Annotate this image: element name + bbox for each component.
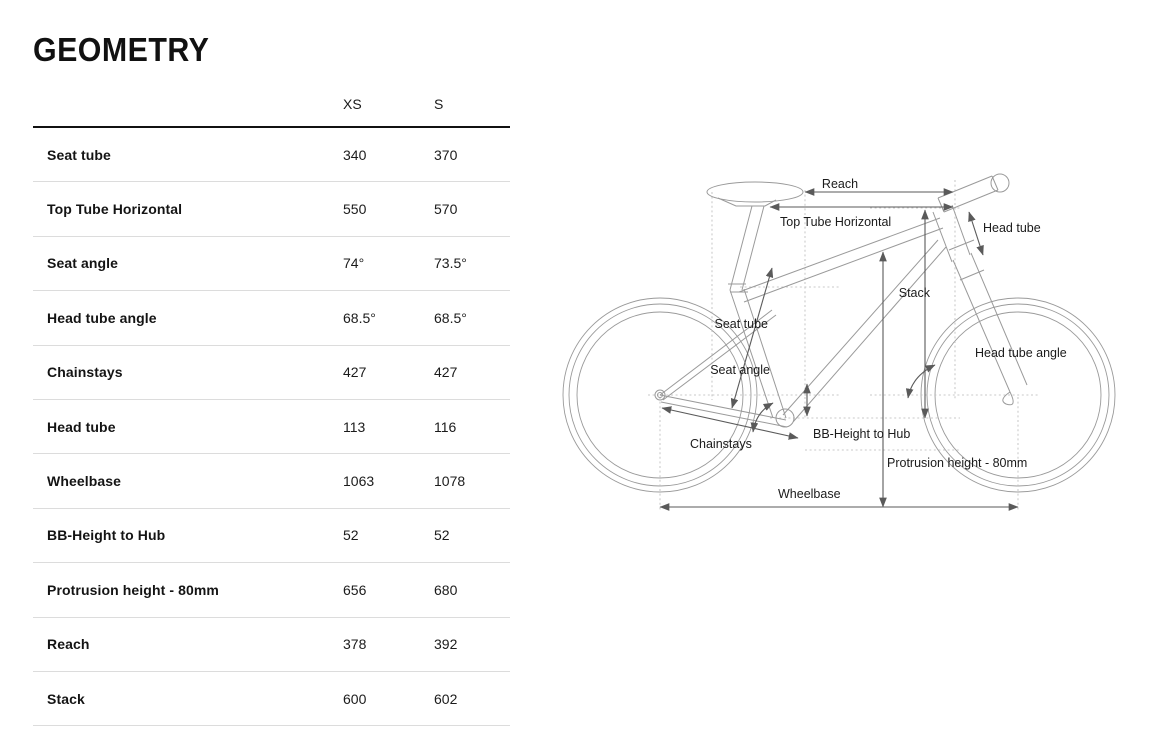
row-value-s: 570 <box>434 201 458 218</box>
row-value-s: 68.5° <box>434 309 467 326</box>
table-row: Protrusion height - 80mm 656 680 <box>33 563 510 618</box>
saddle-underside <box>717 197 777 207</box>
row-value-xs: 113 <box>343 418 366 435</box>
table-row: Reach 378 392 <box>33 617 510 672</box>
arrow-chainstays <box>661 406 799 440</box>
table-header-row: XS S <box>33 86 510 127</box>
table-row: Chainstays 427 427 <box>33 345 510 400</box>
label-head-tube: Head tube <box>983 221 1041 235</box>
row-label-top-tube-horizontal: Top Tube Horizontal <box>47 201 183 218</box>
row-label-reach: Reach <box>47 636 90 653</box>
column-header-s: S <box>434 96 444 112</box>
row-value-xs: 550 <box>343 201 367 218</box>
row-value-s: 1078 <box>434 473 466 490</box>
table-body: Seat tube 340 370 Top Tube Horizontal 55… <box>33 127 510 726</box>
row-label-wheelbase: Wheelbase <box>47 473 122 490</box>
rear-dropout <box>654 389 666 401</box>
row-value-s: 392 <box>434 636 458 653</box>
label-protrusion-height: Protrusion height - 80mm <box>887 456 1027 470</box>
row-label-seat-angle: Seat angle <box>47 255 119 272</box>
row-value-xs: 68.5° <box>343 309 376 326</box>
table-row: Head tube angle 68.5° 68.5° <box>33 291 510 346</box>
row-label-seat-tube: Seat tube <box>47 146 111 163</box>
row-label-head-tube: Head tube <box>47 418 116 435</box>
row-value-s: 680 <box>434 581 458 598</box>
row-label-stack: Stack <box>47 690 85 707</box>
table-header: XS S <box>33 86 510 127</box>
row-value-xs: 52 <box>343 527 359 544</box>
table-row: Wheelbase 1063 1078 <box>33 454 510 509</box>
table-row: Top Tube Horizontal 550 570 <box>33 182 510 237</box>
head-tube <box>932 204 971 263</box>
label-wheelbase: Wheelbase <box>778 487 841 501</box>
label-seat-angle: Seat angle <box>710 363 770 377</box>
row-value-s: 427 <box>434 364 458 381</box>
row-value-xs: 656 <box>343 581 367 598</box>
table-row: Seat tube 340 370 <box>33 127 510 182</box>
label-head-tube-angle: Head tube angle <box>975 346 1067 360</box>
fork <box>952 252 1028 393</box>
rear-hub <box>657 392 663 398</box>
bicycle-geometry-diagram: Reach Top Tube Horizontal Head tube Stac… <box>540 150 1160 530</box>
table-row: BB-Height to Hub 52 52 <box>33 508 510 563</box>
label-seat-tube: Seat tube <box>714 317 768 331</box>
saddle <box>706 181 804 203</box>
table-row: Seat angle 74° 73.5° <box>33 236 510 291</box>
geometry-table: XS S Seat tube 340 370 Top Tube Horizont… <box>33 86 510 726</box>
row-value-xs: 600 <box>343 690 367 707</box>
arrow-head-tube <box>968 211 984 256</box>
row-value-xs: 427 <box>343 364 367 381</box>
row-label-chainstays: Chainstays <box>47 364 123 381</box>
row-value-xs: 1063 <box>343 473 375 490</box>
row-value-s: 370 <box>434 146 458 163</box>
column-header-measure <box>33 86 343 127</box>
row-value-xs: 74° <box>343 255 365 272</box>
row-label-bb-height-to-hub: BB-Height to Hub <box>47 527 166 544</box>
row-value-xs: 340 <box>343 146 367 163</box>
label-chainstays: Chainstays <box>690 437 752 451</box>
row-value-s: 116 <box>434 418 457 435</box>
seat-tube <box>729 288 787 419</box>
chainstay <box>659 394 788 428</box>
table-row: Stack 600 602 <box>33 671 510 726</box>
label-top-tube-horizontal: Top Tube Horizontal <box>780 215 891 229</box>
row-value-xs: 378 <box>343 636 367 653</box>
label-reach: Reach <box>822 177 858 191</box>
row-value-s: 602 <box>434 690 458 707</box>
column-header-xs: XS <box>343 96 362 112</box>
seatpost <box>729 205 765 291</box>
row-value-s: 52 <box>434 527 450 544</box>
diagram-labels: Reach Top Tube Horizontal Head tube Stac… <box>690 177 1067 501</box>
handlebar-clamp <box>990 173 1010 193</box>
arrow-head-tube-angle <box>905 364 936 399</box>
label-stack: Stack <box>899 286 931 300</box>
frame-group <box>654 173 1028 428</box>
arrow-seat-tube <box>730 267 774 409</box>
table-row: Head tube 113 116 <box>33 399 510 454</box>
dimension-arrows <box>659 188 1019 511</box>
fork-dropout <box>1002 391 1014 406</box>
row-value-s: 73.5° <box>434 255 467 272</box>
page-title: GEOMETRY <box>33 31 210 68</box>
label-bb-height-to-hub: BB-Height to Hub <box>813 427 910 441</box>
row-label-head-tube-angle: Head tube angle <box>47 309 157 326</box>
row-label-protrusion-height: Protrusion height - 80mm <box>47 581 219 598</box>
